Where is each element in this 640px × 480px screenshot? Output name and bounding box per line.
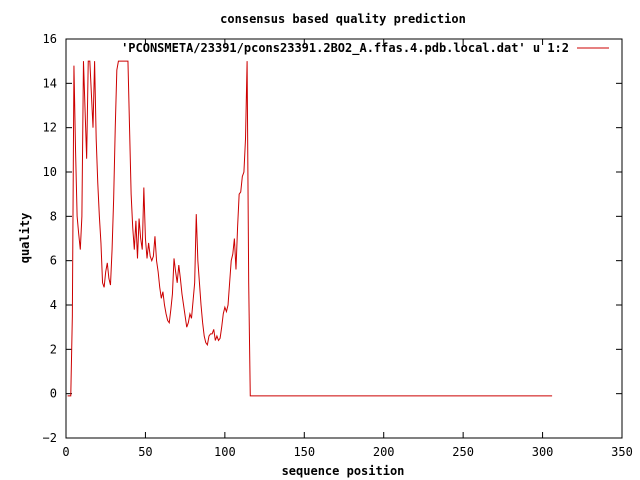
axis-ticks: 0 50 100 150 200 250 300 350 −2 0 2 4 6 8 10 12 14 16 <box>43 32 633 459</box>
y-tick-label: −2 <box>43 431 57 445</box>
x-tick-label: 300 <box>532 445 554 459</box>
y-tick-label: 12 <box>43 121 57 135</box>
plot-frame <box>65 38 623 439</box>
x-axis-label: sequence position <box>282 464 405 478</box>
x-tick-label: 350 <box>611 445 633 459</box>
y-tick-label: 0 <box>50 387 57 401</box>
y-tick-label: 10 <box>43 165 57 179</box>
x-tick-label: 100 <box>214 445 236 459</box>
y-tick-label: 8 <box>50 209 57 223</box>
x-tick-label: 250 <box>452 445 474 459</box>
x-tick-label: 0 <box>62 445 69 459</box>
y-tick-label: 4 <box>50 298 57 312</box>
chart-title: consensus based quality prediction <box>220 12 466 26</box>
legend-label: 'PCONSMETA/23391/pcons23391.2BO2_A.ffas.… <box>121 41 569 56</box>
y-tick-label: 14 <box>43 76 57 90</box>
legend: 'PCONSMETA/23391/pcons23391.2BO2_A.ffas.… <box>121 41 609 56</box>
x-tick-label: 200 <box>373 445 395 459</box>
y-axis-label: quality <box>18 213 32 264</box>
x-tick-label: 150 <box>293 445 315 459</box>
y-tick-label: 2 <box>50 342 57 356</box>
y-tick-label: 16 <box>43 32 57 46</box>
series-layer <box>67 60 553 397</box>
y-tick-label: 6 <box>50 254 57 268</box>
x-tick-label: 50 <box>138 445 152 459</box>
series-line <box>67 60 553 397</box>
